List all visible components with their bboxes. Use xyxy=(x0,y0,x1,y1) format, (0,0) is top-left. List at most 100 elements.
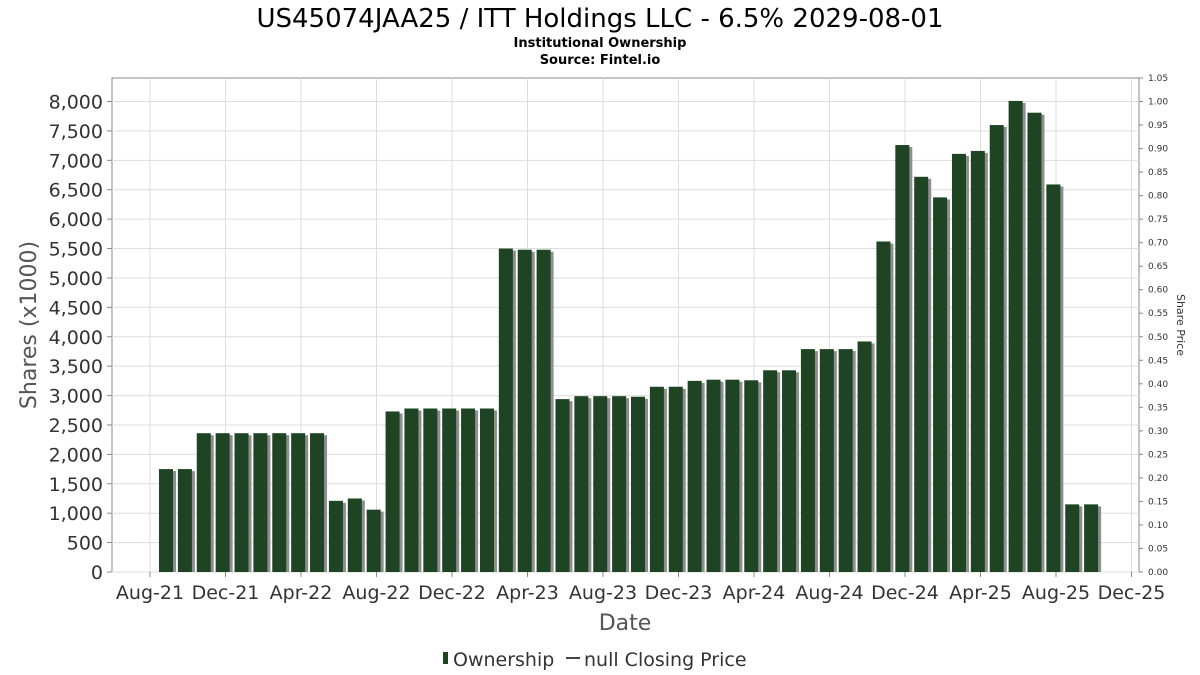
x-tick-label: Aug-23 xyxy=(569,582,637,604)
ownership-bar xyxy=(668,386,683,572)
ownership-bar xyxy=(933,197,948,572)
ownership-bar xyxy=(196,433,211,572)
x-axis-label: Date xyxy=(599,611,652,636)
legend-price-label: null Closing Price xyxy=(584,649,747,671)
x-tick-label: Dec-25 xyxy=(1098,582,1166,604)
ownership-bar xyxy=(404,408,419,572)
y2-tick-label: 1.00 xyxy=(1148,98,1168,108)
ownership-bar xyxy=(328,500,343,572)
y-tick-label: 4,500 xyxy=(49,297,103,319)
legend: Ownership null Closing Price xyxy=(443,649,747,671)
y2-tick-label: 0.05 xyxy=(1148,544,1168,554)
ownership-bar xyxy=(310,433,325,572)
ownership-bar xyxy=(536,249,551,572)
y-tick-label: 500 xyxy=(67,533,103,555)
ownership-bar xyxy=(989,125,1004,573)
ownership-bar xyxy=(442,408,457,572)
ownership-bar xyxy=(555,399,570,572)
ownership-bar xyxy=(498,248,513,573)
ownership-bar xyxy=(291,433,306,572)
y2-tick-label: 0.70 xyxy=(1148,239,1168,249)
y-tick-label: 6,500 xyxy=(49,180,103,202)
x-tick-label: Dec-22 xyxy=(418,582,486,604)
ownership-bar xyxy=(1084,504,1099,572)
ownership-bar xyxy=(631,396,645,572)
chart-subtitle: Institutional Ownership xyxy=(514,36,687,51)
ownership-bar xyxy=(272,433,287,572)
ownership-bar xyxy=(366,509,381,572)
chart-source: Source: Fintel.io xyxy=(540,53,661,68)
ownership-bar xyxy=(1008,100,1023,572)
ownership-bar xyxy=(800,349,815,572)
y2-tick-label: 0.90 xyxy=(1148,145,1168,155)
ownership-bar xyxy=(574,396,589,572)
ownership-bar xyxy=(593,396,608,572)
y2-tick-label: 0.50 xyxy=(1148,333,1168,343)
y-axis-label: Shares (x1000) xyxy=(17,241,42,409)
y2-tick-label: 0.15 xyxy=(1148,497,1168,507)
x-tick-label: Dec-24 xyxy=(871,582,939,604)
x-tick-label: Aug-24 xyxy=(795,582,863,604)
y2-tick-label: 0.45 xyxy=(1148,356,1168,366)
ownership-bar xyxy=(612,396,627,572)
y2-tick-label: 1.05 xyxy=(1148,74,1168,84)
x-tick-label: Dec-23 xyxy=(645,582,713,604)
y-tick-label: 2,500 xyxy=(49,415,103,437)
ownership-bar xyxy=(215,433,230,572)
ownership-bar xyxy=(385,411,400,572)
ownership-bar xyxy=(725,379,740,572)
y2-tick-label: 0.80 xyxy=(1148,192,1168,202)
y2-tick-label: 0.30 xyxy=(1148,427,1168,437)
y-tick-label: 1,000 xyxy=(49,503,103,525)
ownership-bar xyxy=(744,380,759,572)
y2-axis-label: Share Price xyxy=(1174,294,1187,356)
ownership-bar xyxy=(423,408,438,572)
ownership-bar xyxy=(1065,504,1080,572)
ownership-bar xyxy=(951,153,966,572)
x-tick-label: Aug-25 xyxy=(1022,582,1090,604)
ownership-bar xyxy=(857,341,872,572)
ownership-bar xyxy=(347,498,362,572)
x-tick-label: Dec-21 xyxy=(192,582,260,604)
y2-tick-label: 0.65 xyxy=(1148,262,1168,272)
x-tick-label: Apr-22 xyxy=(270,582,333,604)
ownership-bar xyxy=(1046,184,1061,572)
y-tick-label: 5,000 xyxy=(49,268,103,290)
y-tick-label: 3,000 xyxy=(49,386,103,408)
y2-tick-label: 0.55 xyxy=(1148,309,1168,319)
ownership-bar xyxy=(895,145,910,573)
ownership-bar xyxy=(649,386,664,572)
x-tick-label: Aug-22 xyxy=(342,582,410,604)
bars-group xyxy=(159,100,1102,573)
y-tick-label: 4,000 xyxy=(49,327,103,349)
legend-ownership-swatch xyxy=(443,652,448,664)
ownership-bar xyxy=(234,433,249,572)
y2-tick-label: 0.35 xyxy=(1148,403,1168,413)
y-tick-label: 3,500 xyxy=(49,356,103,378)
x-tick-label: Apr-25 xyxy=(949,582,1012,604)
x-axis-ticks: Aug-21 Dec-21 Apr-22 Aug-22 Dec-22 Apr-23 Aug-… xyxy=(116,572,1165,604)
ownership-bar xyxy=(159,469,173,572)
y2-tick-label: 0.40 xyxy=(1148,380,1168,390)
y-axis-ticks: 0 500 1,000 1,500 2,000 2,500 3,000 3,500 4,000 4… xyxy=(49,92,112,584)
ownership-bar xyxy=(838,349,853,572)
x-tick-label: Apr-24 xyxy=(723,582,786,604)
ownership-bar xyxy=(253,433,268,572)
ownership-bar xyxy=(763,370,778,572)
ownership-bar xyxy=(1027,112,1042,572)
y-tick-label: 8,000 xyxy=(49,92,103,114)
y-tick-label: 1,500 xyxy=(49,474,103,496)
y-tick-label: 0 xyxy=(91,562,103,584)
y-tick-label: 6,000 xyxy=(49,209,103,231)
ownership-bar xyxy=(782,370,797,572)
ownership-bar xyxy=(517,249,532,572)
y2-tick-label: 0.10 xyxy=(1148,521,1168,531)
ownership-bar xyxy=(706,379,721,572)
ownership-bar xyxy=(687,380,702,572)
ownership-bar xyxy=(479,408,494,572)
chart-title: US45074JAA25 / ITT Holdings LLC - 6.5% 2… xyxy=(256,4,943,34)
x-tick-label: Aug-21 xyxy=(116,582,184,604)
legend-ownership-label: Ownership xyxy=(453,649,554,671)
y2-tick-label: 0.20 xyxy=(1148,474,1168,484)
